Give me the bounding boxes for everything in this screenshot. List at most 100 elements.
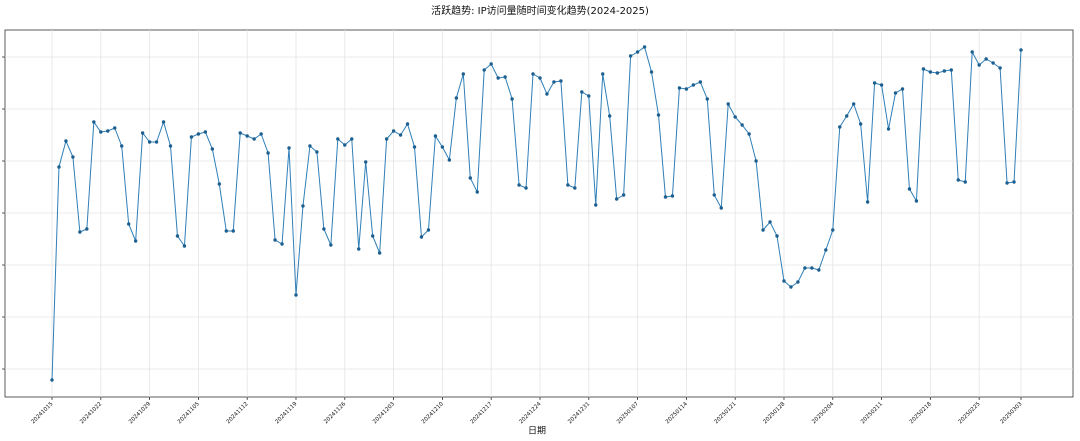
marker	[336, 137, 340, 141]
marker	[252, 137, 256, 141]
x-tick-label: 20241217	[470, 401, 494, 425]
marker	[998, 66, 1002, 70]
marker	[907, 187, 912, 191]
x-tick-label: 20241119	[274, 401, 298, 425]
marker	[991, 61, 995, 65]
marker	[607, 114, 612, 118]
marker	[343, 143, 347, 147]
marker	[175, 234, 180, 238]
x-tick-label: 20250225	[958, 401, 982, 425]
marker	[789, 285, 793, 289]
marker	[524, 186, 528, 190]
marker	[510, 97, 514, 101]
chart-title: 活跃趋势: IP访问量随时间变化趋势(2024-2025)	[431, 4, 649, 17]
marker	[810, 266, 814, 270]
marker	[677, 86, 682, 90]
marker	[224, 229, 228, 233]
marker	[126, 222, 131, 226]
marker	[106, 129, 110, 133]
line	[51, 46, 1022, 381]
marker	[245, 134, 249, 138]
x-tick-label: 20250303	[999, 401, 1023, 425]
marker	[1019, 48, 1023, 52]
marker	[308, 144, 312, 148]
marker	[865, 200, 870, 204]
marker	[273, 238, 277, 242]
marker	[838, 125, 842, 129]
marker	[71, 155, 75, 159]
marker	[468, 176, 472, 180]
marker	[426, 228, 431, 232]
marker	[831, 228, 835, 232]
marker	[747, 132, 751, 136]
plot-area	[4, 29, 1074, 398]
marker	[851, 102, 856, 106]
marker	[914, 199, 919, 203]
x-tick-label: 20241224	[518, 401, 542, 425]
marker	[984, 57, 988, 61]
marker	[287, 146, 291, 150]
x-tick-label: 20241203	[372, 401, 396, 425]
marker	[364, 160, 368, 164]
marker	[580, 90, 584, 94]
marker	[350, 137, 354, 141]
marker	[845, 114, 849, 118]
marker	[50, 378, 54, 382]
marker	[879, 83, 884, 87]
marker	[440, 145, 445, 149]
marker	[942, 69, 947, 73]
x-tick-label: 20241022	[79, 401, 103, 425]
marker	[726, 102, 730, 106]
marker	[99, 130, 103, 134]
marker	[691, 83, 696, 87]
marker	[92, 120, 96, 124]
marker	[796, 280, 800, 284]
marker	[824, 248, 828, 252]
marker	[642, 45, 647, 49]
x-tick-label: 20250114	[665, 401, 689, 425]
marker	[614, 197, 619, 201]
marker	[601, 72, 605, 76]
marker	[531, 72, 535, 76]
marker	[391, 129, 396, 133]
marker	[566, 183, 570, 187]
marker	[559, 79, 563, 83]
marker	[503, 75, 507, 79]
x-tick-label: 20250211	[860, 401, 884, 425]
marker	[461, 72, 466, 76]
x-tick-label: 20241112	[226, 401, 250, 425]
marker	[552, 80, 556, 84]
marker	[656, 113, 661, 117]
marker	[475, 190, 479, 194]
marker	[900, 87, 905, 91]
marker	[322, 227, 326, 231]
marker	[803, 266, 807, 270]
marker	[817, 268, 821, 272]
x-tick-label: 20241105	[177, 401, 201, 425]
marker	[733, 115, 737, 119]
marker	[496, 76, 500, 80]
marker	[573, 186, 577, 190]
marker	[370, 234, 375, 238]
x-tick-label: 20241210	[421, 401, 445, 425]
marker	[217, 182, 222, 186]
marker	[196, 132, 201, 136]
marker	[977, 63, 981, 67]
marker	[280, 242, 284, 246]
marker	[329, 243, 333, 247]
marker	[670, 194, 675, 198]
marker	[649, 70, 654, 74]
marker	[357, 247, 361, 251]
marker	[594, 203, 598, 207]
marker	[893, 91, 898, 95]
marker	[57, 165, 61, 169]
marker	[858, 122, 863, 126]
marker	[259, 132, 263, 136]
marker	[64, 139, 68, 143]
marker	[761, 228, 765, 232]
marker	[447, 158, 452, 162]
marker	[538, 76, 542, 80]
marker	[517, 183, 521, 187]
